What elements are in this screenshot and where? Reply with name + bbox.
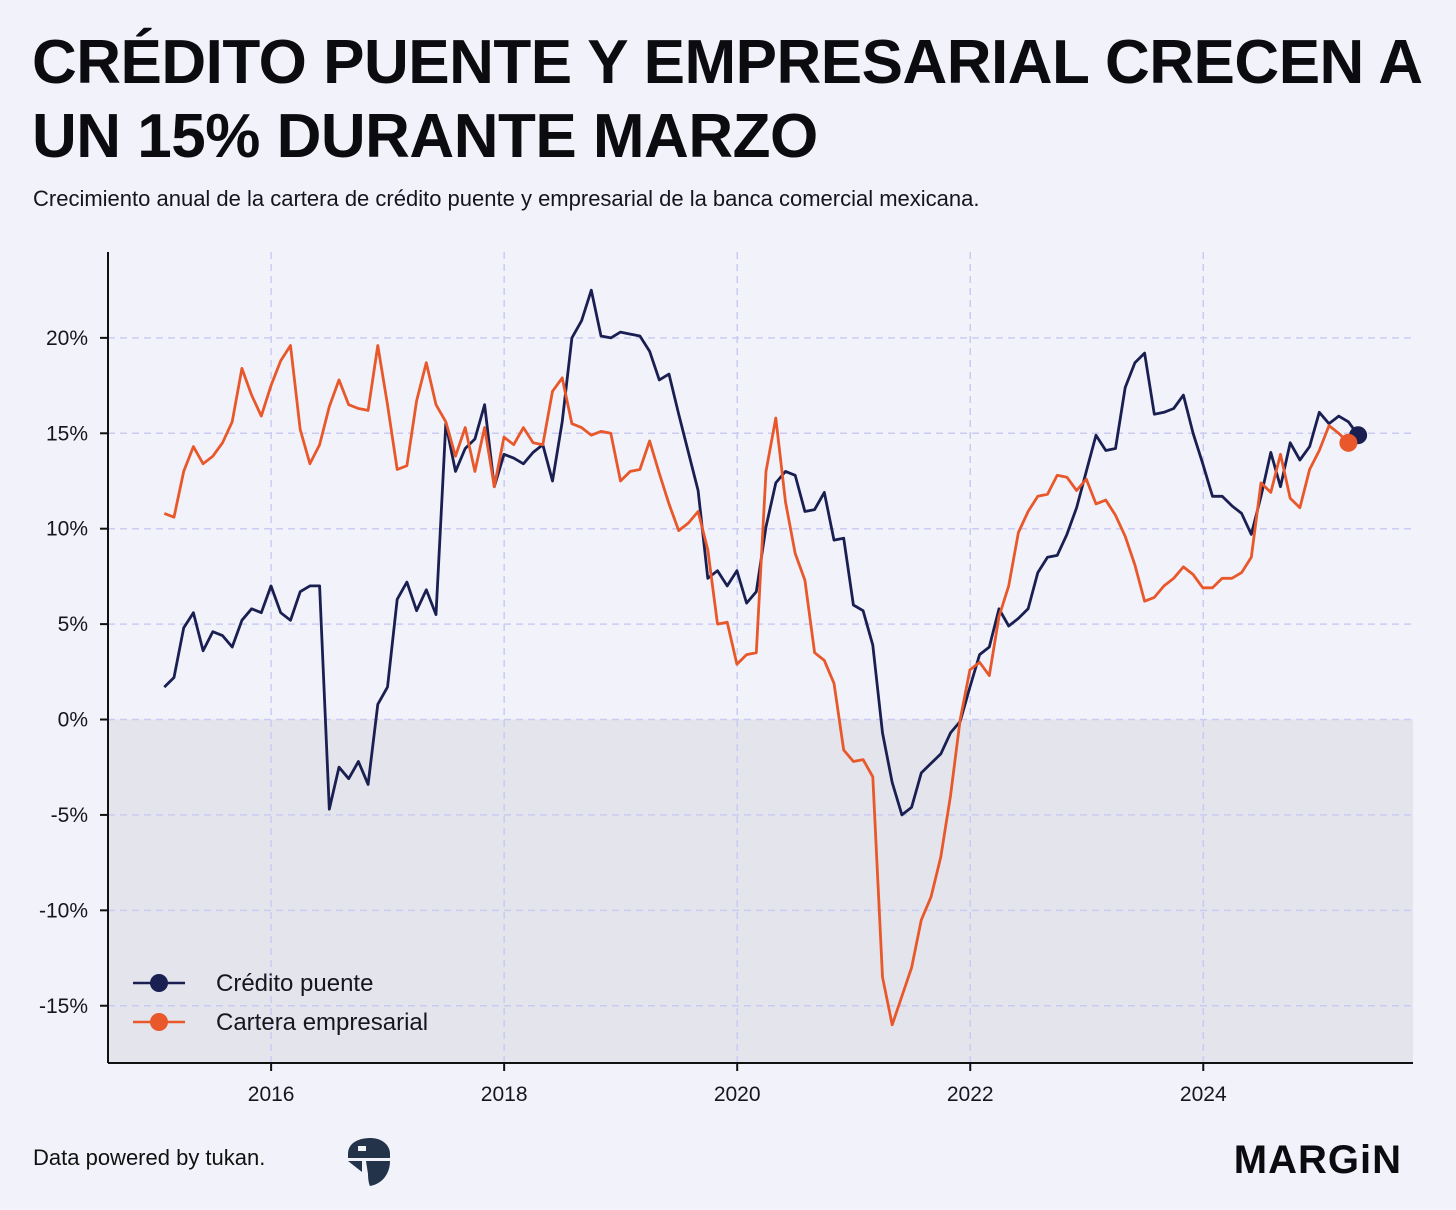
y-tick-label: -15%	[39, 995, 88, 1018]
y-tick-label: 20%	[46, 327, 88, 350]
y-tick-label: -10%	[39, 899, 88, 922]
chart-subtitle: Crecimiento anual de la cartera de crédi…	[33, 186, 980, 211]
legend-label-credito-puente: Crédito puente	[216, 970, 373, 997]
chart-series	[163, 288, 1368, 1027]
legend-marker-credito-puente	[150, 974, 168, 992]
y-tick-label: 10%	[46, 518, 88, 541]
x-tick-label: 2020	[714, 1083, 761, 1106]
x-tick-label: 2018	[481, 1083, 528, 1106]
margin-brand-logo: MARGiN	[1233, 1138, 1402, 1182]
y-tick-label: 15%	[46, 422, 88, 445]
y-tick-label: -5%	[51, 804, 88, 827]
series-line-cartera-empresarial	[163, 344, 1350, 1027]
chart-ticks: -15% -10% -5% 0% 5% 10% 15% 20% 2016 2018 2020 2022…	[39, 327, 1227, 1106]
tukan-logo-icon	[348, 1138, 390, 1186]
y-tick-label: 0%	[58, 709, 88, 732]
legend-label-cartera-empresarial: Cartera empresarial	[216, 1009, 428, 1036]
data-source-credit: Data powered by tukan.	[33, 1145, 266, 1170]
x-tick-label: 2022	[947, 1083, 994, 1106]
chart-title: CRÉDITO PUENTE Y EMPRESARIAL CRECEN A UN…	[32, 28, 1421, 171]
chart-legend: Crédito puente Cartera empresarial	[133, 970, 428, 1036]
line-chart: -15% -10% -5% 0% 5% 10% 15% 20% 2016 2018 2020 2022…	[39, 252, 1413, 1106]
legend-marker-cartera-empresarial	[150, 1013, 168, 1031]
x-tick-label: 2016	[248, 1083, 295, 1106]
end-marker-cartera-empresarial	[1339, 433, 1358, 452]
y-tick-label: 5%	[58, 613, 88, 636]
x-tick-label: 2024	[1180, 1083, 1227, 1106]
chart-axes	[107, 252, 1413, 1064]
